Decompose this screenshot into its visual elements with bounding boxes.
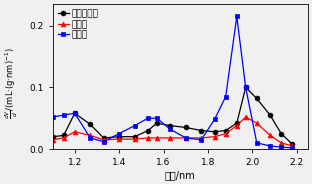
再生前 [146, 137, 150, 139]
再生后 [155, 117, 159, 119]
再生前 [213, 136, 217, 138]
再生前 [102, 139, 105, 141]
再生后 [184, 137, 188, 139]
新鲜活性炭 [279, 132, 283, 135]
新鲜活性炭 [213, 131, 217, 133]
Line: 再生后: 再生后 [50, 14, 295, 150]
再生后 [199, 139, 203, 141]
再生前 [51, 139, 54, 141]
Text: $\frac{dV}{d}$/(mL·(g·nm)$^{-1}$): $\frac{dV}{d}$/(mL·(g·nm)$^{-1}$) [3, 47, 20, 119]
新鲜活性炭 [62, 134, 66, 137]
再生后 [244, 86, 247, 89]
新鲜活性炭 [184, 126, 188, 129]
再生前 [184, 137, 188, 139]
新鲜活性炭 [133, 136, 137, 138]
再生后 [73, 112, 77, 114]
再生前 [255, 122, 259, 124]
新鲜活性炭 [168, 125, 172, 127]
再生前 [290, 145, 294, 147]
新鲜活性炭 [224, 129, 227, 132]
再生前 [168, 137, 172, 139]
再生后 [51, 116, 54, 118]
新鲜活性炭 [199, 129, 203, 132]
新鲜活性炭 [155, 122, 159, 124]
再生前 [133, 138, 137, 140]
再生后 [168, 128, 172, 130]
再生前 [62, 137, 66, 139]
再生前 [155, 137, 159, 139]
再生前 [73, 131, 77, 133]
再生前 [88, 134, 92, 137]
再生后 [146, 117, 150, 119]
再生后 [62, 114, 66, 116]
再生前 [235, 125, 239, 127]
新鲜活性炭 [235, 122, 239, 124]
新鲜活性炭 [268, 114, 272, 116]
再生前 [279, 142, 283, 144]
再生后 [102, 141, 105, 143]
新鲜活性炭 [117, 136, 121, 138]
再生后 [290, 147, 294, 149]
再生后 [268, 145, 272, 147]
再生前 [224, 132, 227, 135]
新鲜活性炭 [244, 86, 247, 89]
再生后 [224, 95, 227, 98]
再生前 [117, 138, 121, 140]
新鲜活性炭 [88, 123, 92, 125]
再生后 [255, 142, 259, 144]
再生后 [117, 132, 121, 135]
新鲜活性炭 [73, 112, 77, 114]
新鲜活性炭 [146, 129, 150, 132]
新鲜活性炭 [290, 143, 294, 145]
再生前 [199, 137, 203, 139]
再生后 [213, 118, 217, 121]
Legend: 新鲜活性炭, 再生前, 再生后: 新鲜活性炭, 再生前, 再生后 [57, 9, 99, 40]
再生后 [88, 137, 92, 139]
Line: 再生前: 再生前 [50, 115, 295, 148]
Line: 新鲜活性炭: 新鲜活性炭 [50, 85, 295, 146]
X-axis label: 孔径/nm: 孔径/nm [165, 170, 196, 180]
再生后 [279, 146, 283, 148]
新鲜活性炭 [51, 136, 54, 138]
再生后 [235, 15, 239, 18]
新鲜活性炭 [102, 137, 105, 139]
新鲜活性炭 [255, 97, 259, 100]
再生前 [244, 116, 247, 118]
再生后 [133, 125, 137, 127]
再生前 [268, 134, 272, 137]
